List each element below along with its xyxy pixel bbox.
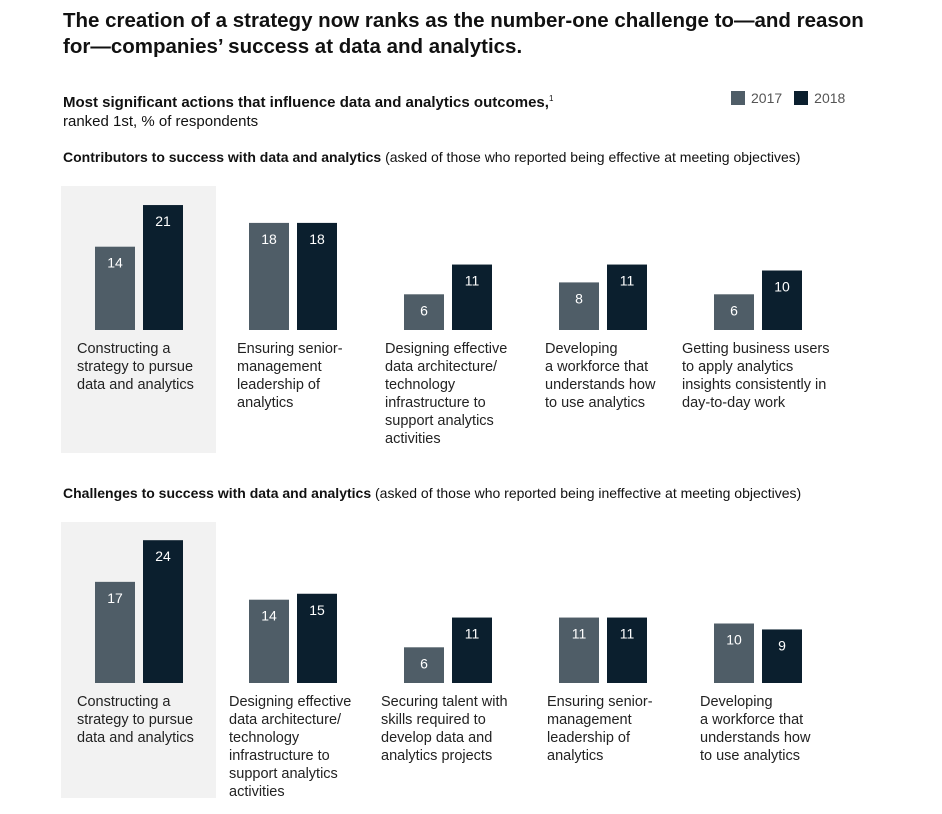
bar-2018 [297, 222, 337, 330]
bar-2018 [143, 540, 183, 683]
bar-2017 [249, 222, 289, 330]
section-heading-challenges: Challenges to success with data and anal… [63, 484, 801, 502]
category-label: Designing effective data architecture/ t… [385, 341, 508, 447]
bar-value-label: 11 [620, 626, 635, 642]
chart-subtitle: Most significant actions that influence … [63, 89, 553, 131]
bar-2017 [714, 294, 754, 330]
category-label: Constructing a strategy to pursue data a… [77, 694, 194, 746]
category-label: Securing talent with skills required to … [381, 694, 508, 764]
subtitle-unit: ranked 1st, % of respondents [63, 113, 259, 130]
category-label: Developing a workforce that understands … [545, 341, 656, 411]
bar-value-label: 11 [465, 273, 480, 289]
section-title-contributors: Contributors to success with data and an… [63, 149, 382, 165]
bar-2018 [607, 617, 647, 683]
bar-2017 [559, 617, 599, 683]
legend-swatch-2017 [731, 91, 745, 105]
bar-2018 [452, 617, 492, 683]
chart-title: The creation of a strategy now ranks as … [63, 9, 864, 58]
bar-value-label: 18 [309, 231, 325, 247]
category-label: Ensuring senior- management leadership o… [237, 341, 343, 411]
section-note-contributors: (asked of those who reported being effec… [385, 149, 801, 165]
bar-2017 [95, 246, 135, 330]
bar-value-label: 6 [420, 655, 428, 671]
bar-value-label: 18 [261, 231, 277, 247]
bar-2017 [559, 282, 599, 330]
subtitle-main: Most significant actions that influence … [63, 94, 549, 111]
bar-value-label: 8 [575, 290, 583, 306]
legend: 2017 2018 [731, 90, 857, 106]
bar-value-label: 11 [620, 273, 635, 289]
section-heading-contributors: Contributors to success with data and an… [63, 148, 800, 166]
bar-value-label: 17 [107, 590, 123, 606]
category-label: Getting business users to apply analytic… [682, 341, 830, 411]
bar-2018 [762, 629, 802, 683]
bar-value-label: 11 [572, 626, 587, 642]
bar-2017 [714, 623, 754, 683]
legend-item-2017: 2017 [731, 90, 782, 106]
bar-value-label: 9 [778, 637, 786, 653]
bar-2018 [452, 264, 492, 330]
bar-value-label: 6 [730, 302, 738, 318]
bar-value-label: 10 [774, 279, 790, 295]
bar-2017 [95, 581, 135, 683]
bar-2017 [404, 294, 444, 330]
bar-value-label: 24 [155, 548, 171, 564]
highlight-panel [61, 522, 216, 798]
bar-value-label: 15 [309, 602, 325, 618]
bar-value-label: 14 [107, 255, 123, 271]
section-note-challenges: (asked of those who reported being ineff… [375, 485, 802, 501]
bar-value-label: 14 [261, 608, 277, 624]
bar-2017 [249, 599, 289, 683]
legend-item-2018: 2018 [794, 90, 845, 106]
legend-label-2017: 2017 [751, 90, 783, 106]
footnote-mark: 1 [548, 94, 554, 103]
category-label: Constructing a strategy to pursue data a… [77, 341, 194, 393]
bar-value-label: 6 [420, 302, 428, 318]
highlight-panel [61, 186, 216, 453]
bar-2017 [404, 647, 444, 683]
legend-swatch-2018 [794, 91, 809, 105]
section-title-challenges: Challenges to success with data and anal… [63, 485, 372, 501]
category-label: Developing a workforce that understands … [700, 694, 811, 764]
bar-2018 [762, 270, 802, 330]
bar-value-label: 11 [465, 626, 480, 642]
bar-value-label: 21 [155, 213, 171, 229]
bar-value-label: 10 [726, 632, 742, 648]
bar-2018 [297, 593, 337, 683]
bar-2018 [143, 205, 183, 330]
category-label: Designing effective data architecture/ t… [229, 694, 352, 800]
category-label: Ensuring senior- management leadership o… [547, 694, 653, 764]
bar-2018 [607, 264, 647, 330]
legend-label-2018: 2018 [814, 90, 846, 106]
